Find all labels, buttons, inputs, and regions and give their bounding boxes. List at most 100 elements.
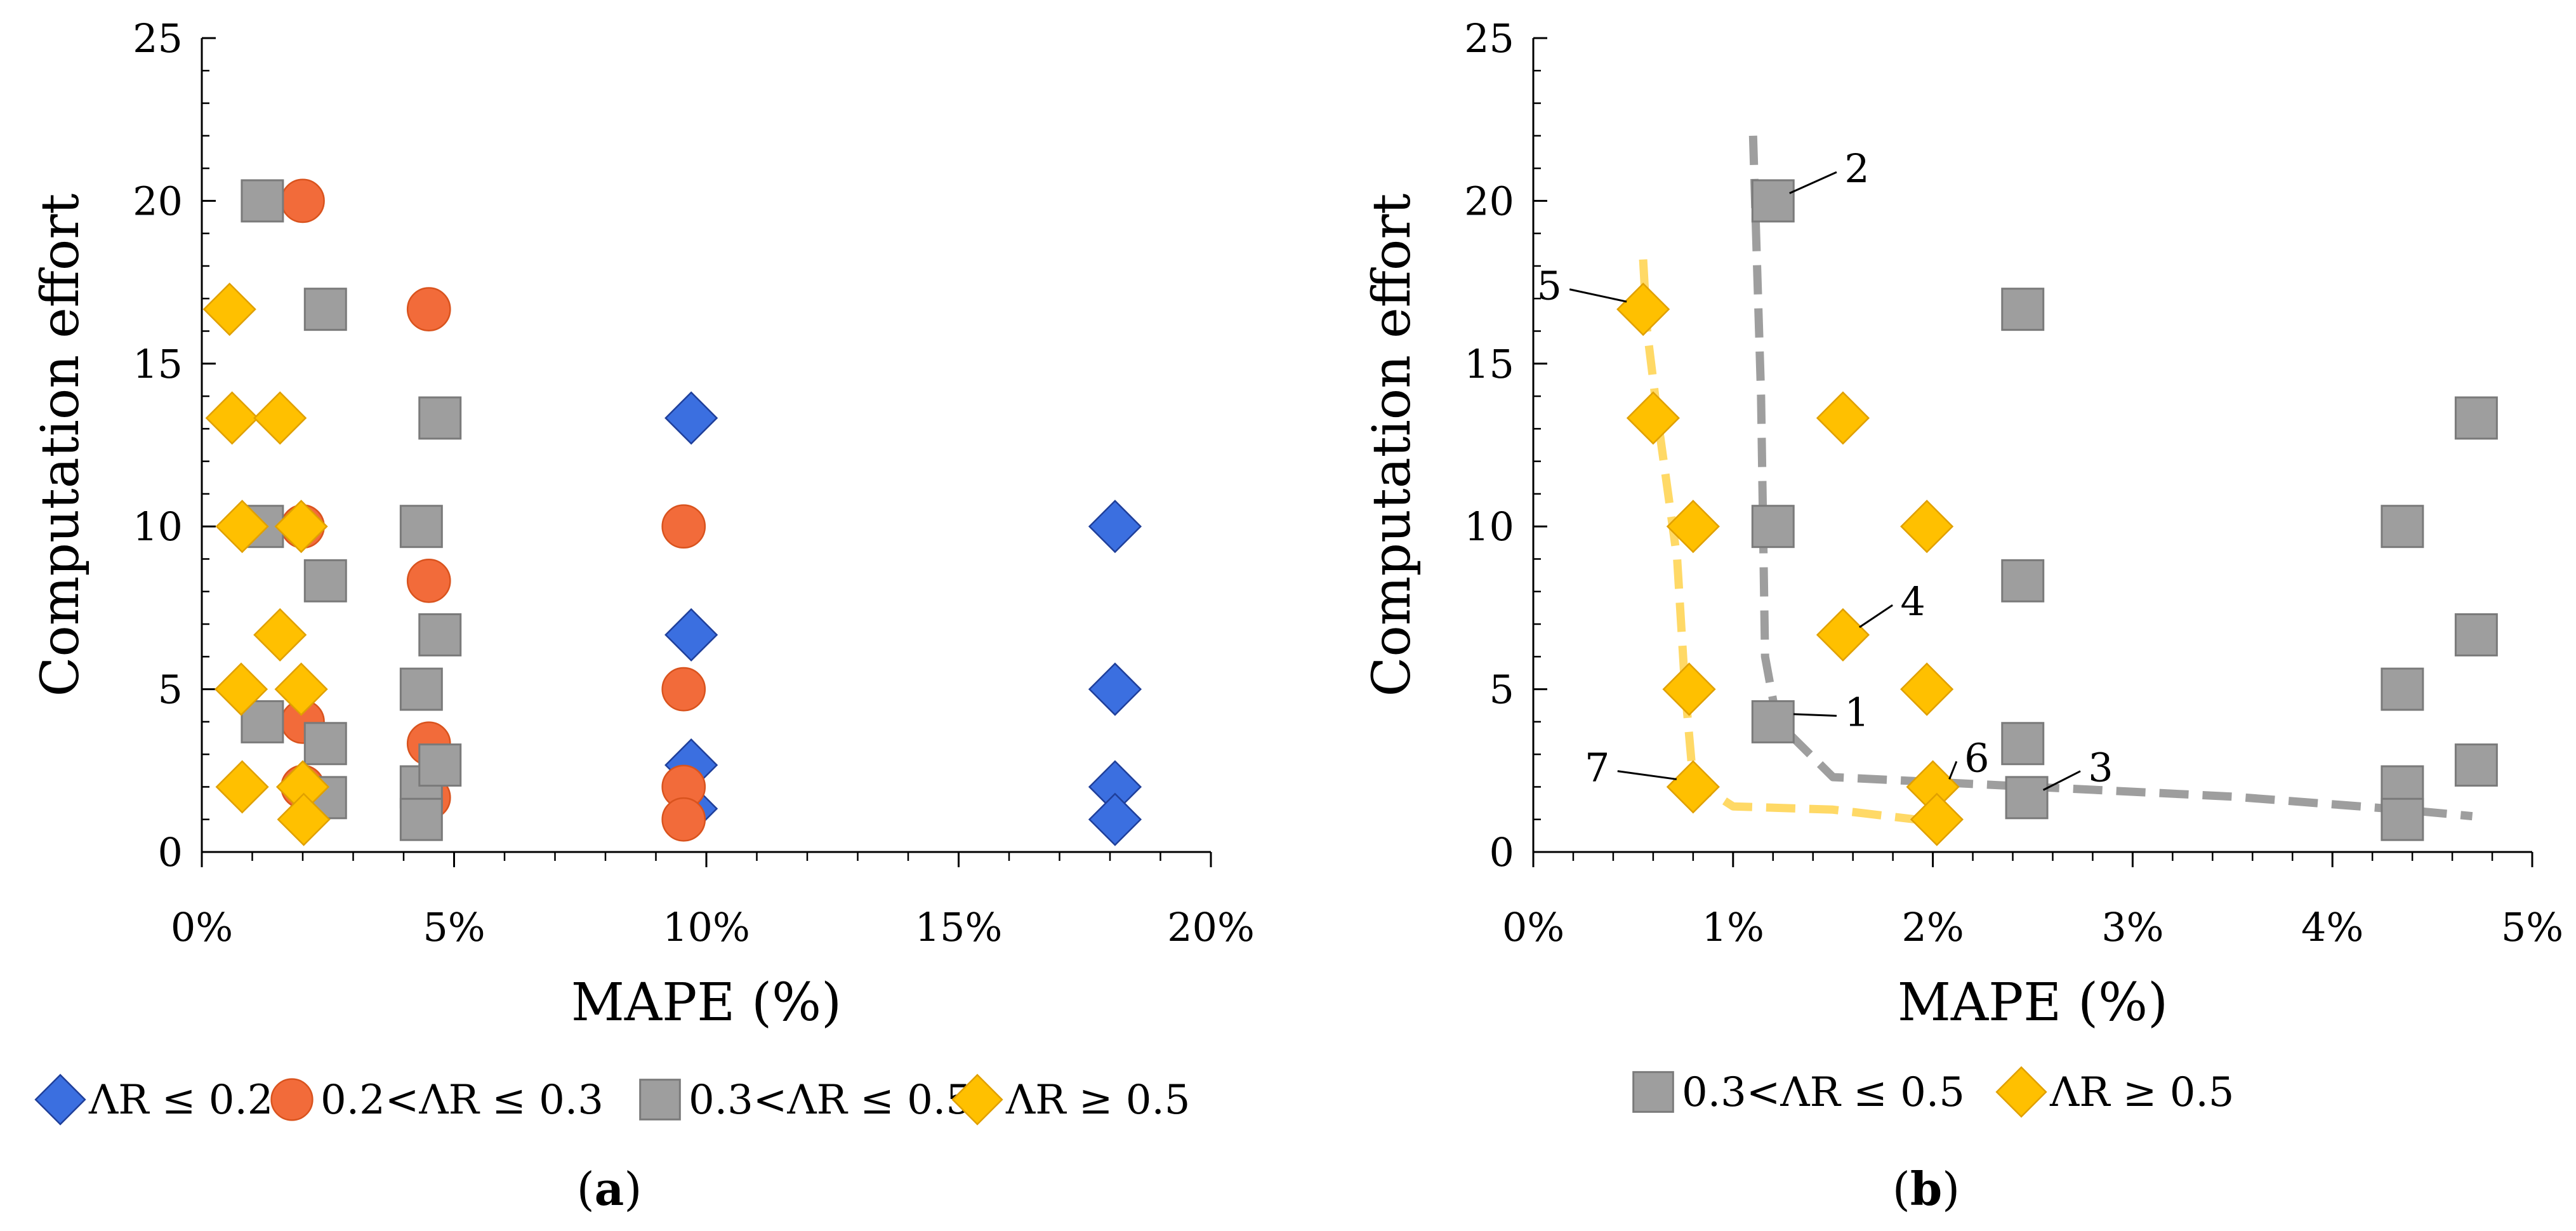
legend-label: ΛR ≤ 0.2 xyxy=(88,1077,274,1124)
data-point xyxy=(202,283,256,336)
data-point xyxy=(303,288,347,331)
data-point xyxy=(1088,662,1142,716)
legend-label: 0.3<ΛR ≤ 0.5 xyxy=(1682,1069,1965,1116)
data-point xyxy=(406,287,451,332)
x-tick-label: 15% xyxy=(915,904,1003,950)
data-point xyxy=(274,500,328,554)
data-point xyxy=(1910,792,1964,846)
data-point xyxy=(2454,396,2498,440)
series-diamond xyxy=(1616,283,1964,846)
data-point xyxy=(2454,613,2498,656)
annotation-leader xyxy=(1569,288,1627,303)
data-point xyxy=(1666,500,1720,554)
x-tick-label: 20% xyxy=(1167,904,1255,950)
panel-label-part: ) xyxy=(624,1162,642,1216)
y-tick-label: 25 xyxy=(1464,15,1514,62)
x-tick-label: 0% xyxy=(171,904,233,950)
x-tick-label: 1% xyxy=(1702,904,1764,950)
data-point xyxy=(664,391,718,445)
annotation-leader xyxy=(1793,713,1837,717)
annotation-leader xyxy=(2042,770,2081,791)
data-point xyxy=(2381,505,2424,549)
data-point xyxy=(399,505,443,549)
data-point xyxy=(281,178,325,223)
annotation-leader xyxy=(1859,604,1893,629)
y-tick-label: 10 xyxy=(1464,503,1514,550)
x-axis-title: MAPE (%) xyxy=(1898,973,2168,1033)
legend-marker xyxy=(639,1079,681,1121)
annotation-label: 5 xyxy=(1536,263,1561,309)
data-point xyxy=(253,608,307,662)
data-point xyxy=(418,743,462,787)
legend-marker xyxy=(1632,1071,1674,1113)
panel-a: 0 5 10 15 20 25 0% 5% 10% 15% 20% MAPE (%) Computati… xyxy=(30,15,1255,1216)
data-point xyxy=(418,396,462,440)
data-point xyxy=(2005,776,2049,820)
data-point xyxy=(1662,662,1716,716)
x-tick-label: 2% xyxy=(1901,904,1964,950)
data-point xyxy=(661,797,706,842)
data-point xyxy=(277,792,331,846)
y-tick-label: 20 xyxy=(1464,178,1514,224)
data-point xyxy=(2001,559,2045,602)
y-tick-label: 15 xyxy=(1464,341,1514,387)
x-tick-label: 5% xyxy=(2501,904,2563,950)
legend-marker xyxy=(1995,1066,2047,1118)
data-point xyxy=(418,613,462,656)
annotation-label: 7 xyxy=(1585,745,1609,791)
data-point xyxy=(399,667,443,711)
data-point xyxy=(215,500,269,554)
legend-label: 0.2<ΛR ≤ 0.3 xyxy=(320,1077,604,1124)
panel-label: (a) xyxy=(577,1162,642,1216)
annotation-label: 4 xyxy=(1900,578,1925,625)
data-point xyxy=(1816,391,1870,445)
data-point xyxy=(664,608,718,662)
data-point xyxy=(1900,662,1954,716)
data-point xyxy=(1088,792,1142,846)
pareto-front-line xyxy=(1748,135,2473,821)
data-point xyxy=(661,667,706,712)
legend-marker xyxy=(34,1074,86,1126)
panel-label-part: b xyxy=(1910,1162,1942,1216)
annotation-label: 2 xyxy=(1844,145,1869,192)
y-axis-title: Computation effort xyxy=(1362,194,1422,697)
annotation-label: 1 xyxy=(1844,689,1869,735)
panel-label: (b) xyxy=(1892,1162,1960,1216)
data-point xyxy=(274,662,328,716)
y-tick-label: 5 xyxy=(158,667,183,713)
data-point xyxy=(2454,743,2498,787)
data-point xyxy=(205,391,259,445)
panel-label-part: ( xyxy=(1892,1162,1910,1216)
data-point xyxy=(2381,797,2424,841)
x-tick-label: 0% xyxy=(1502,904,1564,950)
data-point xyxy=(399,797,443,841)
panel-label-part: ( xyxy=(577,1162,595,1216)
series-diamond xyxy=(202,283,331,846)
data-point xyxy=(214,662,268,716)
legend-label: ΛR ≥ 0.5 xyxy=(2049,1069,2235,1116)
y-tick-label: 5 xyxy=(1489,667,1514,713)
y-tick-label: 0 xyxy=(158,829,183,875)
annotation-leader xyxy=(1948,761,1958,780)
x-tick-label: 4% xyxy=(2301,904,2363,950)
y-tick-label: 0 xyxy=(1489,829,1514,875)
data-point xyxy=(1751,179,1795,223)
y-tick-label: 15 xyxy=(133,341,183,387)
data-point xyxy=(1751,700,1795,743)
legend-marker xyxy=(951,1074,1003,1126)
data-point xyxy=(2001,722,2045,766)
data-point xyxy=(661,504,706,549)
data-point xyxy=(215,760,269,814)
legend-marker xyxy=(270,1078,314,1121)
data-point xyxy=(241,179,284,223)
data-point xyxy=(2381,667,2424,711)
y-tick-label: 10 xyxy=(133,503,183,550)
data-point xyxy=(1626,391,1680,445)
y-axis-title: Computation effort xyxy=(30,194,91,697)
annotation-label: 3 xyxy=(2088,745,2113,791)
data-point xyxy=(1751,505,1795,549)
x-axis-title: MAPE (%) xyxy=(571,973,842,1033)
data-point xyxy=(1900,500,1954,554)
